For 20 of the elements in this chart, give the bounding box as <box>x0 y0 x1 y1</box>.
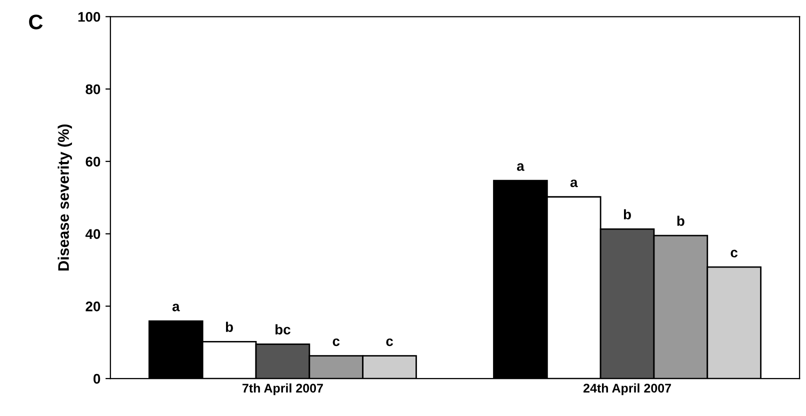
data-label: bc <box>276 324 290 334</box>
data-label: a <box>172 304 180 312</box>
data-label: c <box>386 338 393 346</box>
data-label: b <box>624 209 631 220</box>
y-tick-label: 40 <box>85 229 100 239</box>
y-tick-label: 100 <box>78 12 100 22</box>
y-tick-label: 60 <box>86 156 100 167</box>
data-label: b <box>226 322 233 332</box>
x-tick-label: 7th April 2007 <box>242 383 323 396</box>
y-tick-label: 80 <box>86 84 100 94</box>
data-label: b <box>677 216 684 226</box>
y-tick-label: 0 <box>94 374 100 384</box>
y-tick-label: 20 <box>86 302 100 312</box>
x-tick-label: 24th April 2007 <box>583 383 671 396</box>
data-label: c <box>730 250 738 258</box>
y-axis-title: Disease severity (%) <box>58 124 72 270</box>
data-label: a <box>570 180 578 188</box>
chart-title: C <box>29 14 43 30</box>
data-label: c <box>332 338 340 346</box>
data-label: a <box>517 163 524 171</box>
